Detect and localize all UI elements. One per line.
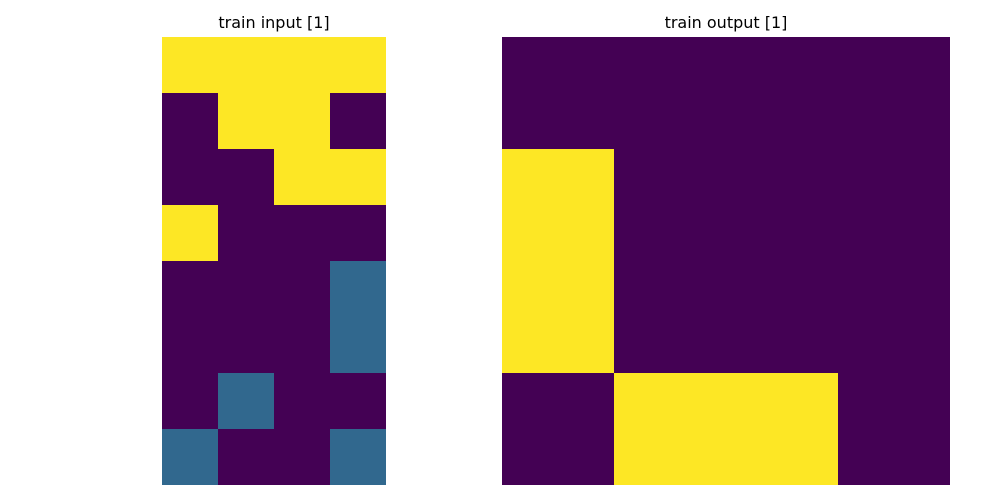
- train-input-cell-r2-c3: [330, 149, 386, 206]
- train-output-title: train output [1]: [664, 13, 788, 32]
- train-input-cell-r0-c0: [162, 37, 219, 94]
- train-input-cell-r4-c0: [162, 261, 219, 318]
- train-output-cell-r2-c3: [838, 261, 950, 374]
- train-output-cell-r3-c2: [726, 373, 839, 485]
- train-input-cell-r4-c3: [330, 261, 386, 318]
- train-output-cell-r0-c2: [726, 37, 839, 150]
- train-input-cell-r7-c3: [330, 429, 386, 485]
- train-input-cell-r1-c1: [218, 93, 275, 150]
- train-input-cell-r5-c3: [330, 317, 386, 374]
- train-output-cell-r2-c2: [726, 261, 839, 374]
- train-input-cell-r4-c2: [274, 261, 331, 318]
- train-output-cell-r0-c0: [502, 37, 615, 150]
- train-input-cell-r2-c1: [218, 149, 275, 206]
- train-input-cell-r6-c3: [330, 373, 386, 430]
- train-input-cell-r1-c0: [162, 93, 219, 150]
- train-output-cell-r1-c3: [838, 149, 950, 262]
- train-input-cell-r1-c2: [274, 93, 331, 150]
- train-input-cell-r3-c0: [162, 205, 219, 262]
- train-output-cell-r1-c0: [502, 149, 615, 262]
- train-input-cell-r4-c1: [218, 261, 275, 318]
- train-input-cell-r2-c2: [274, 149, 331, 206]
- train-output-heatmap: [502, 37, 950, 485]
- train-input-cell-r3-c2: [274, 205, 331, 262]
- train-output-cell-r1-c2: [726, 149, 839, 262]
- train-output-cell-r2-c0: [502, 261, 615, 374]
- train-input-cell-r1-c3: [330, 93, 386, 150]
- train-output-cell-r0-c3: [838, 37, 950, 150]
- train-input-cell-r5-c2: [274, 317, 331, 374]
- train-input-cell-r7-c2: [274, 429, 331, 485]
- train-input-cell-r0-c3: [330, 37, 386, 94]
- train-input-cell-r6-c0: [162, 373, 219, 430]
- train-input-cell-r6-c2: [274, 373, 331, 430]
- train-input-cell-r0-c2: [274, 37, 331, 94]
- train-output-cell-r3-c0: [502, 373, 615, 485]
- train-input-heatmap: [162, 37, 386, 485]
- train-input-cell-r3-c3: [330, 205, 386, 262]
- train-input-cell-r6-c1: [218, 373, 275, 430]
- train-input-cell-r7-c1: [218, 429, 275, 485]
- train-input-cell-r0-c1: [218, 37, 275, 94]
- train-output-cell-r0-c1: [614, 37, 727, 150]
- train-input-cell-r5-c1: [218, 317, 275, 374]
- train-input-cell-r5-c0: [162, 317, 219, 374]
- train-output-cell-r1-c1: [614, 149, 727, 262]
- train-input-title: train input [1]: [218, 13, 330, 32]
- train-input-cell-r7-c0: [162, 429, 219, 485]
- train-output-cell-r2-c1: [614, 261, 727, 374]
- train-output-cell-r3-c3: [838, 373, 950, 485]
- train-input-cell-r3-c1: [218, 205, 275, 262]
- train-input-cell-r2-c0: [162, 149, 219, 206]
- train-output-cell-r3-c1: [614, 373, 727, 485]
